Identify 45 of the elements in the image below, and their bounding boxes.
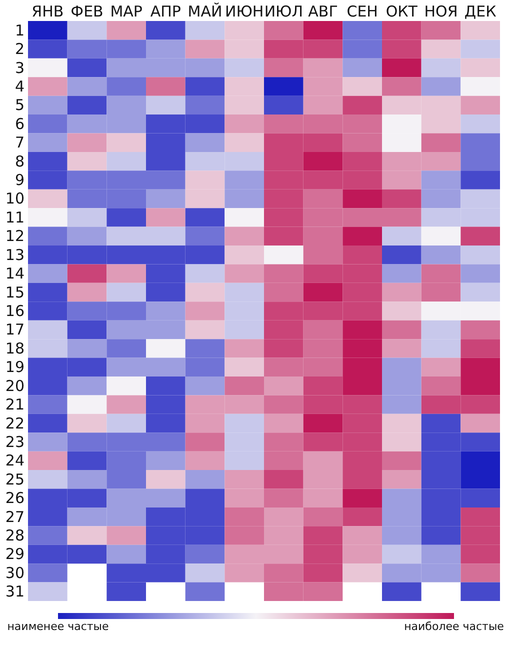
y-tick-label: 12 [5,227,24,246]
y-tick-label: 25 [5,470,24,488]
x-tick-label: СЕН [346,2,378,20]
y-tick-label: 26 [5,489,24,508]
y-tick-label: 8 [14,152,24,170]
y-tick-label: 22 [5,414,24,432]
x-tick-label: НОЯ [424,2,458,20]
y-tick-label: 16 [5,302,24,320]
x-tick-label: МАЙ [188,2,222,20]
y-tick-label: 7 [14,134,24,152]
y-tick-label: 30 [5,564,24,582]
y-tick-label: 23 [5,432,24,451]
y-tick-label: 11 [5,208,24,226]
y-tick-label: 3 [14,58,24,77]
x-tick-label: ДЕК [464,2,497,20]
x-tick-label: ИЮН [224,2,264,20]
y-tick-label: 2 [14,40,24,58]
x-tick-label: АВГ [308,2,338,20]
x-tick-label: ИЮЛ [264,2,304,20]
y-tick-label: 27 [5,508,24,526]
y-tick-label: 6 [14,114,24,133]
y-tick-label: 13 [5,246,24,264]
x-tick-label: АПР [150,2,181,20]
x-tick-label: МАР [110,2,142,20]
y-tick-label: 17 [5,320,24,339]
x-tick-label: ЯНВ [32,2,64,20]
y-tick-label: 24 [5,452,24,470]
color-bar-label: наименее частые [7,620,109,633]
y-tick-label: 15 [5,283,24,302]
x-tick-label: ОКТ [386,2,418,20]
y-tick-label: 28 [5,526,24,545]
y-tick-label: 10 [5,190,24,208]
y-tick-label: 21 [5,396,24,414]
color-bar-label: наиболее частые [404,620,504,633]
y-tick-label: 5 [14,96,24,114]
y-tick-label: 31 [5,582,24,601]
x-tick-label: ФЕВ [70,2,104,20]
y-tick-label: 9 [14,171,24,190]
y-tick-label: 29 [5,545,24,564]
y-tick-label: 20 [5,376,24,395]
y-tick-label: 4 [14,77,24,96]
y-tick-label: 19 [5,358,24,376]
y-tick-label: 1 [14,21,24,40]
y-tick-label: 14 [5,264,24,283]
y-tick-label: 18 [5,339,24,358]
